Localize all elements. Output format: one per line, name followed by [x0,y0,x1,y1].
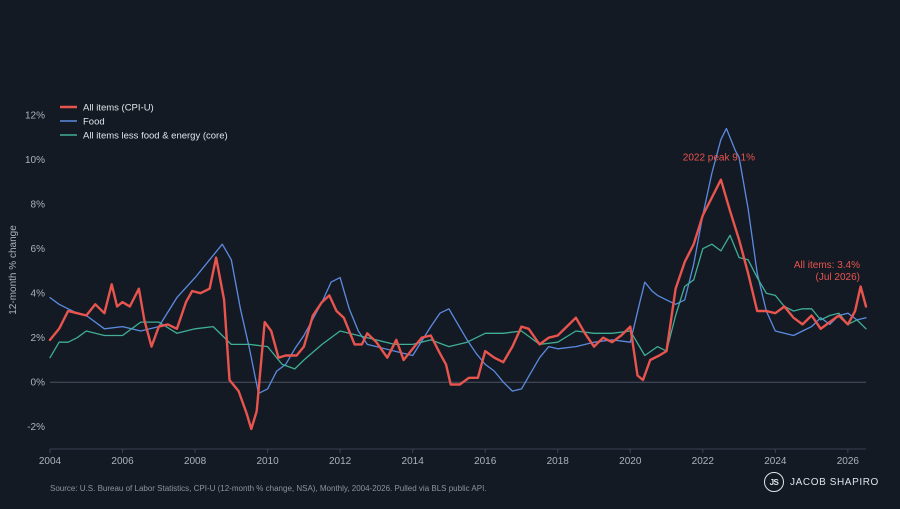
x-tick-label: 2026 [837,456,860,467]
legend: All items (CPI-U) Food All items less food… [60,103,228,142]
y-tick-label: 4% [31,289,46,300]
x-tick-label: 2022 [692,456,715,467]
series-line-all-items [48,178,868,431]
series-line-food [49,127,867,395]
y-tick-label: 8% [31,200,46,211]
x-tick-label: 2004 [39,456,62,467]
x-tick-label: 2008 [184,456,207,467]
brand: JS JACOB SHAPIRO [764,472,879,492]
x-tick-label: 2012 [329,456,352,467]
y-axis-label: 12-month % change [8,225,19,315]
x-tick-label: 2020 [619,456,642,467]
axes: -2% 0% 2% 4% 6% 8% 10% 12% 2004 2006 2008 2010 2012 2… [25,111,866,467]
x-tick-label: 2010 [256,456,279,467]
y-tick-label: 6% [31,244,46,255]
annotation-latest-date: (Jul 2026) [816,272,860,283]
legend-label: Food [83,117,105,128]
y-tick-label: 12% [25,111,45,122]
series-lines [48,127,868,431]
legend-label: All items less food & energy (core) [83,131,228,142]
annotation-latest: All items: 3.4% [794,260,860,271]
y-tick-label: 2% [31,333,46,344]
brand-logo-icon: JS [764,472,784,492]
y-tick-label: 10% [25,155,45,166]
legend-label: All items (CPI-U) [83,103,154,114]
x-tick-label: 2014 [402,456,425,467]
x-tick-label: 2006 [111,456,134,467]
annotations: 2022 peak 9.1% All items: 3.4%(Jul 2026) [683,153,860,283]
annotation-peak: 2022 peak 9.1% [683,153,755,164]
source-note: Source: U.S. Bureau of Labor Statistics,… [50,484,487,493]
x-tick-label: 2018 [547,456,570,467]
y-tick-label: 0% [31,378,46,389]
brand-name: JACOB SHAPIRO [790,476,879,488]
y-tick-label: -2% [27,422,45,433]
x-tick-label: 2016 [474,456,497,467]
x-tick-label: 2024 [764,456,787,467]
